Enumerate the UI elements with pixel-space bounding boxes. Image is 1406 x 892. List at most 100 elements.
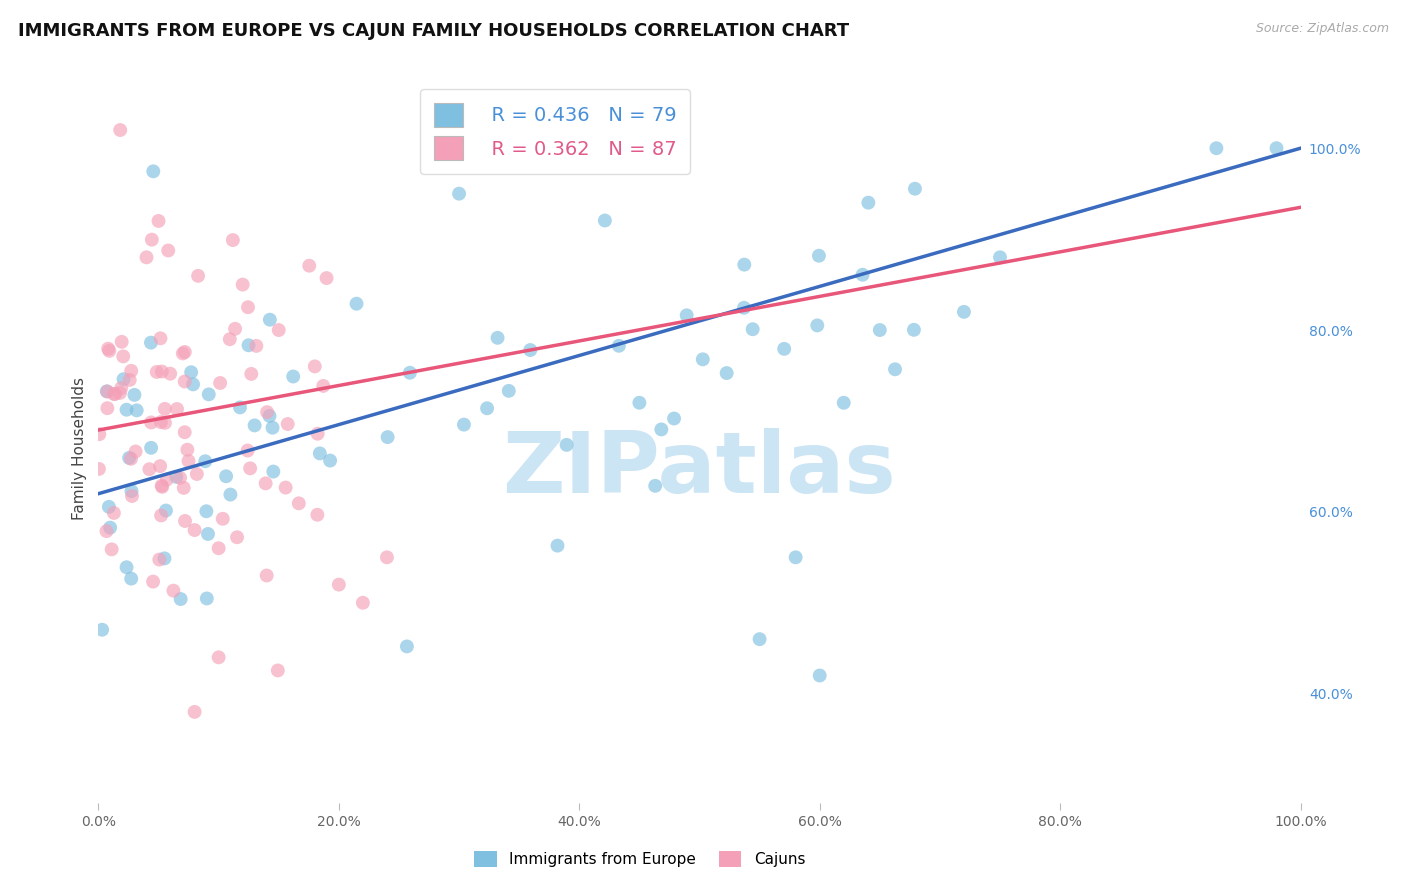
Point	[183, 523, 205, 537]
Point	[118, 373, 141, 387]
Point	[166, 402, 188, 417]
Point	[208, 650, 231, 665]
Point	[716, 366, 738, 380]
Point	[173, 375, 195, 389]
Point	[153, 401, 176, 416]
Point	[692, 352, 714, 367]
Point	[395, 640, 418, 654]
Point	[748, 632, 770, 647]
Point	[124, 388, 146, 402]
Point	[239, 461, 262, 475]
Point	[447, 186, 470, 201]
Point	[236, 300, 259, 314]
Point	[399, 366, 422, 380]
Point	[256, 568, 278, 582]
Point	[183, 705, 205, 719]
Point	[209, 376, 232, 390]
Point	[115, 560, 138, 574]
Point	[219, 487, 242, 501]
Point	[153, 551, 176, 566]
Point	[118, 450, 141, 465]
Point	[953, 305, 976, 319]
Point	[173, 425, 195, 440]
Point	[607, 339, 630, 353]
Point	[267, 323, 290, 337]
Point	[486, 331, 509, 345]
Legend: Immigrants from Europe, Cajuns: Immigrants from Europe, Cajuns	[467, 845, 811, 873]
Point	[87, 462, 110, 476]
Point	[173, 481, 195, 495]
Text: IMMIGRANTS FROM EUROPE VS CAJUN FAMILY HOUSEHOLDS CORRELATION CHART: IMMIGRANTS FROM EUROPE VS CAJUN FAMILY H…	[18, 22, 849, 40]
Point	[121, 489, 143, 503]
Point	[121, 484, 143, 499]
Point	[173, 345, 195, 359]
Point	[139, 335, 162, 350]
Point	[97, 500, 120, 514]
Point	[125, 403, 148, 417]
Point	[98, 521, 121, 535]
Point	[176, 442, 198, 457]
Point	[277, 417, 299, 431]
Point	[262, 465, 284, 479]
Point	[852, 268, 875, 282]
Point	[243, 418, 266, 433]
Point	[785, 550, 807, 565]
Point	[352, 596, 374, 610]
Point	[215, 469, 238, 483]
Point	[197, 387, 219, 401]
Point	[307, 426, 329, 441]
Point	[808, 668, 831, 682]
Point	[138, 462, 160, 476]
Point	[741, 322, 763, 336]
Point	[298, 259, 321, 273]
Point	[593, 213, 616, 227]
Point	[149, 415, 172, 429]
Point	[267, 664, 290, 678]
Point	[662, 411, 685, 425]
Point	[103, 506, 125, 520]
Point	[181, 377, 204, 392]
Point	[259, 409, 281, 423]
Y-axis label: Family Households: Family Households	[72, 376, 87, 520]
Point	[96, 384, 118, 399]
Point	[108, 123, 131, 137]
Point	[628, 396, 651, 410]
Point	[226, 530, 249, 544]
Point	[156, 473, 179, 487]
Point	[162, 583, 184, 598]
Point	[111, 334, 134, 349]
Point	[218, 332, 240, 346]
Point	[141, 233, 163, 247]
Point	[104, 387, 127, 401]
Point	[208, 541, 231, 556]
Point	[773, 342, 796, 356]
Point	[547, 539, 569, 553]
Point	[240, 367, 263, 381]
Point	[157, 244, 180, 258]
Point	[650, 422, 672, 436]
Point	[98, 343, 121, 358]
Point	[858, 195, 880, 210]
Point	[103, 387, 125, 401]
Point	[180, 365, 202, 379]
Point	[274, 481, 297, 495]
Point	[115, 402, 138, 417]
Point	[150, 479, 173, 493]
Point	[328, 577, 350, 591]
Point	[141, 416, 163, 430]
Point	[498, 384, 520, 398]
Point	[229, 401, 252, 415]
Point	[807, 249, 830, 263]
Point	[112, 350, 135, 364]
Point	[112, 372, 135, 386]
Point	[110, 381, 132, 395]
Point	[150, 480, 173, 494]
Point	[172, 346, 194, 360]
Point	[988, 250, 1011, 264]
Point	[149, 331, 172, 345]
Point	[108, 385, 131, 400]
Point	[1205, 141, 1227, 155]
Point	[884, 362, 907, 376]
Point	[308, 446, 330, 460]
Point	[186, 467, 208, 481]
